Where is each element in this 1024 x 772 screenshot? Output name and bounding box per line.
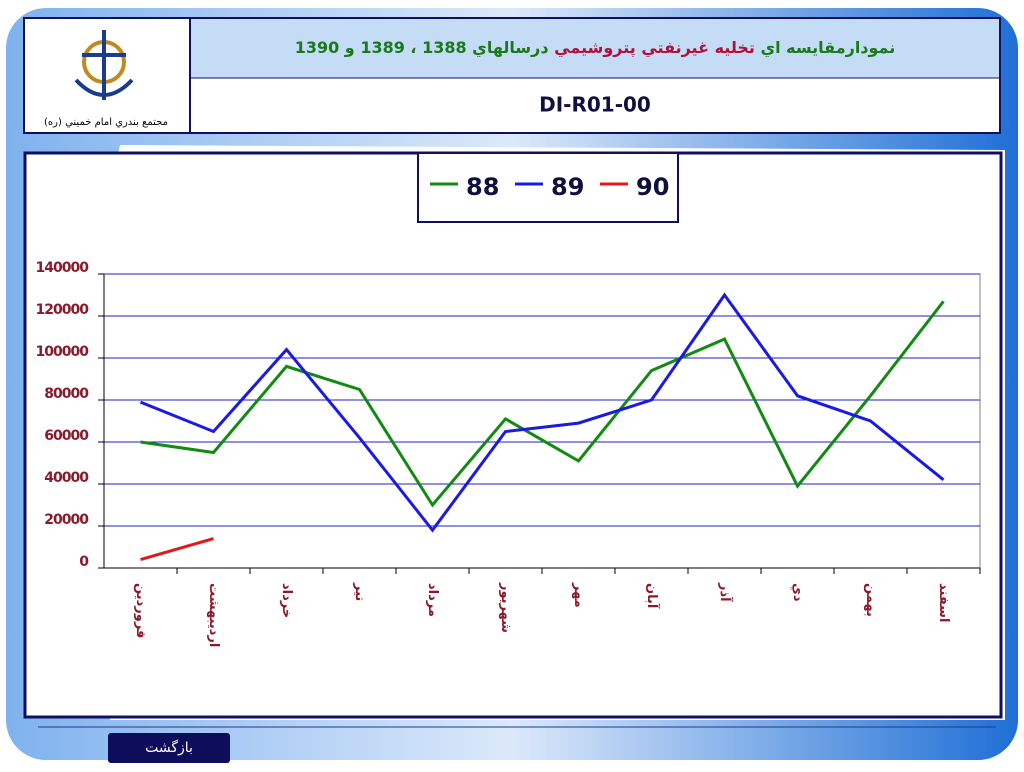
x-tick-label: آبان xyxy=(644,583,661,609)
y-tick-label: 80000 xyxy=(44,386,89,402)
x-tick-label: فروردين xyxy=(133,583,148,638)
x-tick-label: آذر xyxy=(717,582,734,602)
legend-box xyxy=(417,152,679,223)
y-tick-label: 20000 xyxy=(44,512,89,528)
back-button-label[interactable]: بازگشت xyxy=(145,739,193,756)
logo xyxy=(74,30,134,100)
legend-label: 88 xyxy=(466,173,499,201)
logo-caption: مجتمع بندري امام خميني (ره) xyxy=(44,117,168,128)
y-tick-label: 120000 xyxy=(36,302,90,318)
x-tick-label: مهر xyxy=(571,582,586,608)
title-cell xyxy=(191,19,999,78)
series-line xyxy=(139,292,945,533)
legend-label: 90 xyxy=(636,173,669,201)
series-line xyxy=(140,537,214,562)
y-tick-label: 40000 xyxy=(44,470,89,486)
page-title: نمودارمقايسه اي تخليه غيرنفتي پتروشيمي د… xyxy=(295,38,896,58)
x-tick-label: تير xyxy=(352,582,367,601)
y-tick-label: 140000 xyxy=(36,260,90,276)
y-tick-label: 60000 xyxy=(44,428,89,444)
title-part: تخليه غيرنفتي پتروشيمي xyxy=(549,38,755,58)
y-tick-label: 0 xyxy=(79,554,89,570)
y-tick-label: 100000 xyxy=(36,344,90,360)
chart: 0 20000 40000 60000 80000 100000 120000 140000 ف… xyxy=(36,173,981,647)
x-tick-label: اسفند xyxy=(936,583,951,622)
x-tick-label: شهريور xyxy=(498,582,513,633)
legend-label: 89 xyxy=(551,173,584,201)
x-tick-label: بهمن xyxy=(863,583,878,617)
title-part: نمودارمقايسه اي xyxy=(755,38,895,58)
x-tick-label: ارديبهشت xyxy=(206,583,221,647)
back-button[interactable] xyxy=(108,733,230,763)
x-tick-label: مرداد xyxy=(425,583,440,617)
page-code: DI-R01-00 xyxy=(539,93,651,117)
series-line xyxy=(140,300,945,508)
title-part: درسالهاي 1388 ، 1389 و 1390 xyxy=(295,38,549,58)
x-tick-label: دي xyxy=(790,583,805,602)
x-tick-label: خرداد xyxy=(279,583,294,618)
